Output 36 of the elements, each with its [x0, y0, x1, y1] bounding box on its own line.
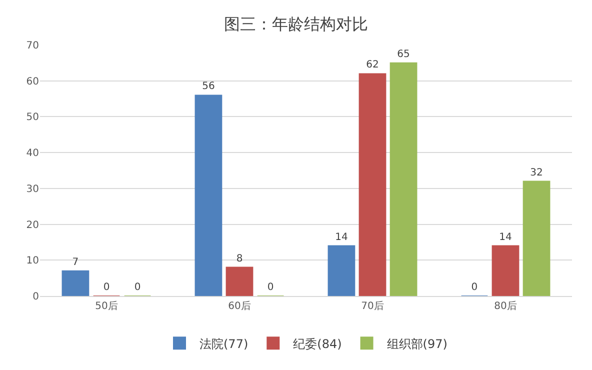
y-tick-label: 70 [26, 40, 39, 52]
data-label: 0 [267, 282, 274, 293]
legend-label: 法院(77) [200, 336, 248, 351]
data-label: 0 [471, 282, 478, 293]
x-tick-label: 70后 [361, 300, 384, 312]
bar [492, 245, 520, 296]
x-tick-label: 50后 [95, 300, 118, 312]
y-tick-label: 10 [26, 256, 39, 267]
x-tick-label: 80后 [494, 300, 517, 312]
data-label: 0 [134, 282, 141, 293]
y-tick-label: 60 [26, 76, 39, 88]
bar [522, 180, 550, 296]
bar [62, 270, 90, 296]
data-label: 56 [202, 81, 215, 92]
data-label: 62 [366, 60, 379, 71]
data-label: 8 [236, 253, 243, 264]
y-tick-label: 30 [26, 184, 39, 195]
data-label: 65 [397, 48, 410, 60]
bar [194, 94, 222, 296]
y-tick-label: 50 [26, 112, 39, 124]
legend-label: 纪委(84) [293, 336, 342, 351]
data-label: 7 [72, 256, 79, 268]
bar [390, 62, 418, 296]
data-label: 32 [530, 167, 543, 178]
bar [226, 266, 254, 296]
y-tick-label: 20 [26, 220, 39, 231]
data-label: 14 [335, 232, 348, 243]
y-tick-label: 40 [26, 148, 39, 160]
x-tick-label: 60后 [228, 300, 251, 312]
bar [328, 245, 356, 296]
data-label: 0 [103, 282, 110, 293]
chart-title: 图三：年龄结构对比 [224, 14, 368, 34]
y-tick-label: 0 [32, 292, 39, 302]
data-label: 14 [499, 232, 512, 243]
legend-label: 组织部(97) [386, 336, 448, 351]
bar [358, 73, 386, 296]
